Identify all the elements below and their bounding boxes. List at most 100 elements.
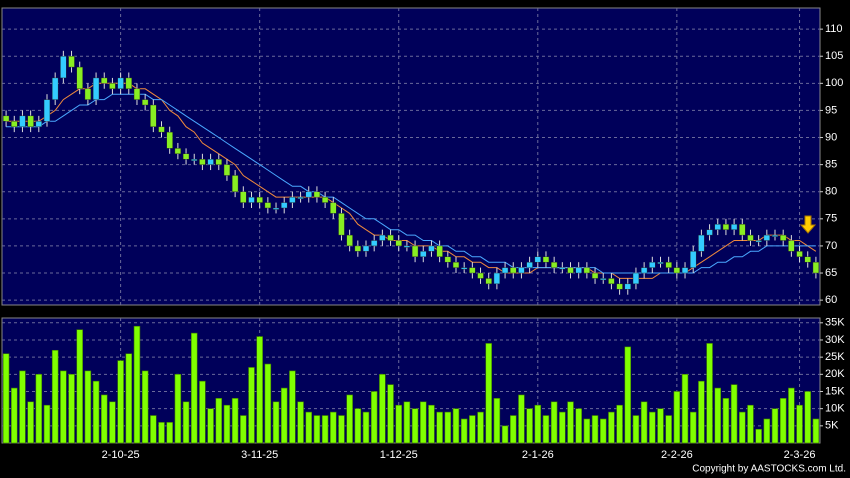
candle-body	[248, 196, 255, 203]
volume-bar	[420, 401, 427, 444]
volume-bar	[428, 404, 435, 444]
candle-body	[804, 256, 811, 263]
volume-bar	[133, 325, 141, 444]
volume-bar	[730, 384, 738, 444]
volume-bar	[321, 415, 329, 444]
x-tick-label: 3-11-25	[241, 449, 278, 461]
candle-body	[403, 245, 411, 248]
volume-bar	[223, 404, 231, 444]
candle-body	[305, 191, 312, 198]
candle-body	[600, 278, 607, 281]
volume-bar	[51, 349, 59, 444]
candle-body	[60, 56, 67, 79]
volume-bar	[150, 415, 157, 444]
volume-bar	[526, 408, 533, 444]
volume-bar	[534, 404, 542, 444]
volume-bar	[11, 387, 18, 444]
volume-bar	[436, 411, 443, 444]
candle-body	[411, 245, 419, 257]
candle-body	[321, 196, 329, 203]
candle-body	[518, 267, 525, 274]
volume-bar	[640, 401, 648, 444]
y-tick-label: 100	[825, 77, 843, 89]
volume-bar	[812, 418, 820, 444]
volume-bar	[125, 353, 133, 444]
volume-bar	[264, 363, 272, 444]
volume-bar	[469, 415, 476, 444]
candle-body	[730, 224, 738, 230]
volume-bar	[68, 374, 75, 444]
volume-bar	[256, 336, 263, 444]
candle-body	[551, 261, 558, 268]
candle-body	[11, 121, 18, 127]
volume-bar	[673, 391, 681, 444]
candle-body	[657, 261, 664, 264]
candle-body	[199, 159, 206, 165]
candle-body	[788, 240, 795, 252]
volume-bar	[706, 343, 713, 444]
candle-body	[346, 234, 353, 247]
y-tick-label: 10K	[825, 403, 845, 415]
candle-body	[338, 213, 345, 236]
volume-bar	[575, 408, 582, 444]
volume-bar	[763, 418, 771, 444]
volume-bar	[27, 401, 34, 444]
candle-body	[52, 77, 59, 100]
candle-body	[681, 267, 689, 274]
volume-bar	[362, 411, 370, 444]
volume-bar	[330, 411, 337, 444]
volume-bar	[559, 411, 566, 444]
candle-body	[272, 207, 280, 210]
candle-body	[461, 267, 468, 270]
volume-bar	[460, 418, 468, 444]
candle-body	[673, 267, 680, 274]
volume-bar	[2, 353, 10, 444]
volume-bar	[248, 367, 255, 444]
volume-bar	[624, 346, 632, 444]
candle-body	[207, 159, 214, 165]
candle-body	[452, 261, 460, 268]
moving-average-line	[6, 93, 816, 274]
y-tick-label: 85	[825, 159, 837, 171]
candle-body	[256, 196, 263, 203]
candle-body	[166, 131, 173, 149]
volume-bar	[501, 425, 509, 444]
y-tick-label: 110	[825, 23, 843, 35]
candle-body	[559, 267, 566, 270]
candle-body	[616, 283, 623, 290]
y-tick-label: 75	[825, 213, 837, 225]
candle-body	[379, 234, 386, 241]
candle-body	[698, 234, 705, 252]
candle-body	[526, 261, 533, 268]
candle-body	[395, 240, 402, 247]
volume-bar	[305, 411, 312, 444]
volume-bar	[76, 329, 83, 444]
volume-bar	[665, 415, 672, 444]
y-tick-label: 60	[825, 294, 837, 306]
volume-bar	[599, 418, 607, 444]
candle-body	[771, 234, 779, 237]
candle-body	[780, 234, 787, 241]
volume-bar	[84, 370, 92, 444]
volume-bar	[346, 394, 353, 444]
candle-body	[534, 256, 541, 263]
candle-body	[739, 224, 746, 236]
candle-body	[231, 175, 239, 192]
volume-bar	[591, 415, 599, 444]
volume-bar	[190, 332, 198, 444]
candle-body	[436, 245, 443, 257]
volume-bar	[796, 404, 803, 444]
candle-body	[142, 99, 149, 106]
candle-body	[76, 66, 83, 89]
y-tick-label: 105	[825, 50, 843, 62]
arrow-marker	[799, 215, 817, 234]
candle-body	[362, 245, 370, 252]
x-tick-label: 2-2-26	[661, 449, 693, 461]
candle-body	[542, 256, 550, 263]
volume-bar	[370, 391, 378, 444]
y-tick-label: 20K	[825, 368, 845, 380]
candle-body	[84, 88, 92, 100]
candle-body	[567, 267, 574, 274]
volume-bar	[616, 404, 623, 444]
volume-bar	[207, 408, 214, 444]
